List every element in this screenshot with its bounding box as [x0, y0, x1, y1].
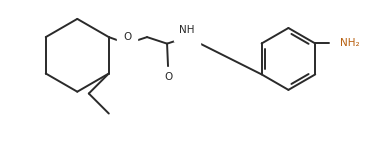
- Text: N: N: [187, 34, 195, 44]
- Text: O: O: [123, 32, 131, 42]
- Text: H: H: [183, 26, 189, 35]
- Text: NH: NH: [179, 25, 195, 35]
- Text: NH₂: NH₂: [340, 39, 360, 49]
- Text: O: O: [164, 72, 172, 82]
